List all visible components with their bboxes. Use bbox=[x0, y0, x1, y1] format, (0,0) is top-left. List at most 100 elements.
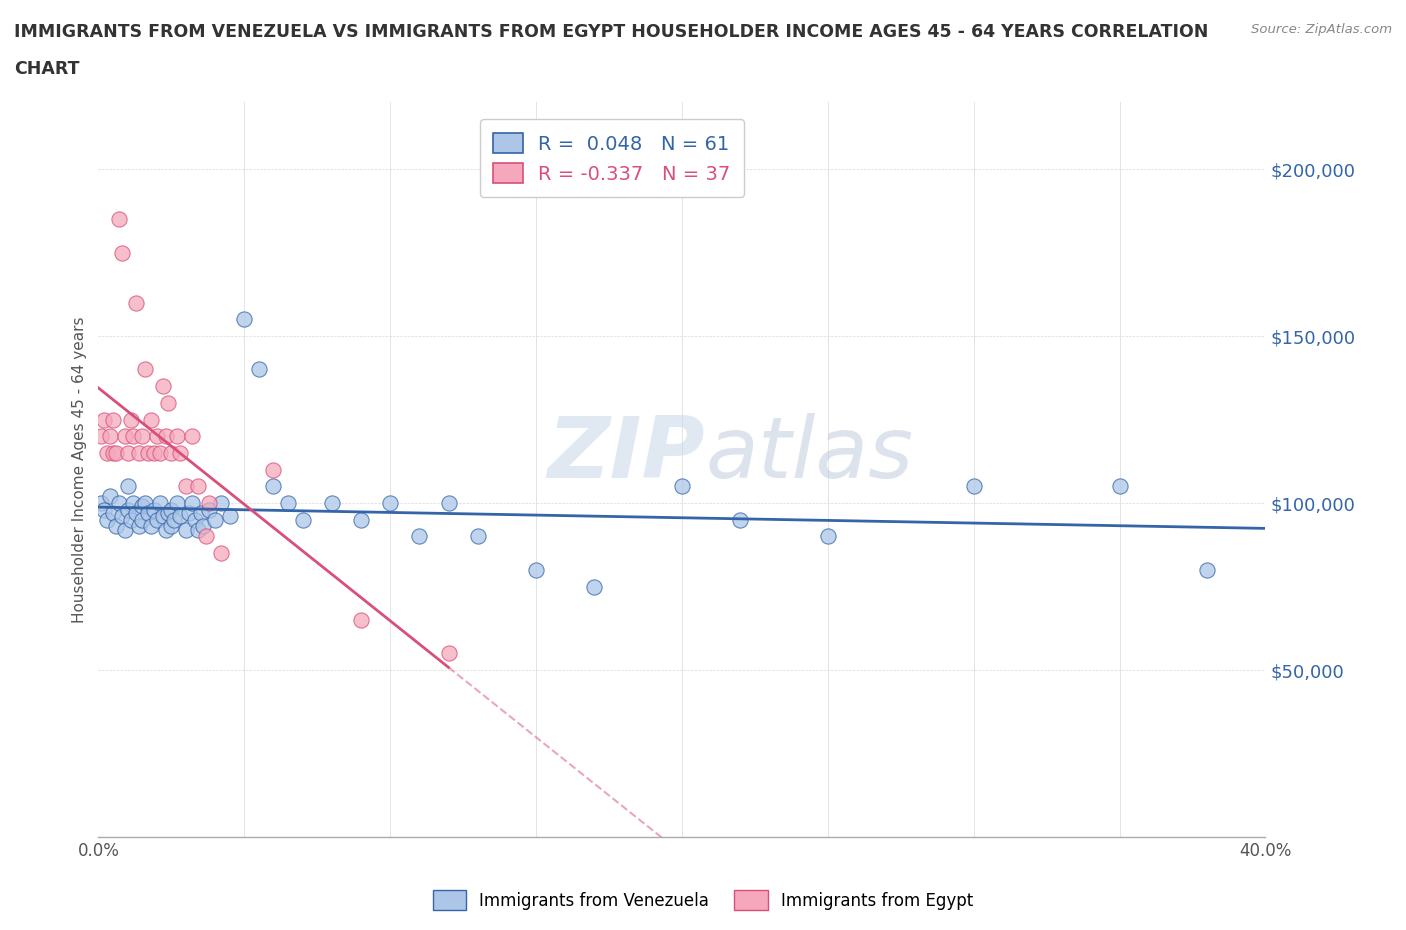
Point bbox=[160, 519, 183, 534]
Point bbox=[218, 509, 240, 524]
Point bbox=[117, 502, 139, 517]
Point bbox=[277, 496, 299, 511]
Point bbox=[180, 429, 202, 444]
Point bbox=[104, 445, 127, 460]
Point bbox=[193, 519, 215, 534]
Point bbox=[157, 506, 180, 521]
Point bbox=[408, 529, 430, 544]
Point bbox=[169, 445, 191, 460]
Point bbox=[730, 512, 752, 527]
Point bbox=[1108, 479, 1130, 494]
Point bbox=[101, 445, 124, 460]
Point bbox=[291, 512, 314, 527]
Point bbox=[155, 523, 177, 538]
Point bbox=[262, 479, 284, 494]
Point bbox=[90, 429, 112, 444]
Point bbox=[160, 502, 183, 517]
Text: Source: ZipAtlas.com: Source: ZipAtlas.com bbox=[1251, 23, 1392, 36]
Point bbox=[149, 445, 172, 460]
Point bbox=[437, 496, 460, 511]
Point bbox=[117, 479, 139, 494]
Point bbox=[134, 496, 156, 511]
Point bbox=[122, 429, 145, 444]
Text: atlas: atlas bbox=[706, 414, 914, 497]
Point bbox=[321, 496, 343, 511]
Point bbox=[166, 496, 188, 511]
Point bbox=[180, 496, 202, 511]
Point bbox=[98, 429, 121, 444]
Legend: R =  0.048   N = 61, R = -0.337   N = 37: R = 0.048 N = 61, R = -0.337 N = 37 bbox=[479, 119, 744, 197]
Point bbox=[139, 519, 162, 534]
Legend: Immigrants from Venezuela, Immigrants from Egypt: Immigrants from Venezuela, Immigrants fr… bbox=[426, 884, 980, 917]
Point bbox=[1195, 563, 1218, 578]
Point bbox=[96, 445, 118, 460]
Point bbox=[93, 412, 115, 427]
Point bbox=[209, 496, 232, 511]
Point bbox=[962, 479, 984, 494]
Point bbox=[169, 509, 191, 524]
Point bbox=[114, 429, 136, 444]
Point bbox=[101, 412, 124, 427]
Point bbox=[111, 509, 134, 524]
Point bbox=[183, 512, 205, 527]
Point bbox=[142, 445, 165, 460]
Point bbox=[380, 496, 402, 511]
Text: IMMIGRANTS FROM VENEZUELA VS IMMIGRANTS FROM EGYPT HOUSEHOLDER INCOME AGES 45 - : IMMIGRANTS FROM VENEZUELA VS IMMIGRANTS … bbox=[14, 23, 1208, 41]
Text: CHART: CHART bbox=[14, 60, 80, 78]
Point bbox=[174, 523, 197, 538]
Point bbox=[120, 512, 142, 527]
Point bbox=[177, 506, 200, 521]
Point bbox=[195, 529, 218, 544]
Point bbox=[350, 512, 373, 527]
Point bbox=[163, 512, 186, 527]
Point bbox=[817, 529, 839, 544]
Point bbox=[157, 395, 180, 410]
Text: ZIP: ZIP bbox=[547, 414, 706, 497]
Point bbox=[524, 563, 547, 578]
Point bbox=[198, 502, 221, 517]
Point bbox=[142, 502, 165, 517]
Point bbox=[131, 429, 153, 444]
Point bbox=[583, 579, 606, 594]
Point bbox=[134, 362, 156, 377]
Y-axis label: Householder Income Ages 45 - 64 years: Householder Income Ages 45 - 64 years bbox=[72, 316, 87, 623]
Point bbox=[128, 519, 150, 534]
Point bbox=[111, 246, 134, 260]
Point bbox=[190, 506, 212, 521]
Point bbox=[146, 429, 169, 444]
Point bbox=[128, 445, 150, 460]
Point bbox=[136, 445, 159, 460]
Point bbox=[139, 412, 162, 427]
Point bbox=[437, 646, 460, 661]
Point bbox=[101, 506, 124, 521]
Point bbox=[198, 496, 221, 511]
Point bbox=[96, 512, 118, 527]
Point bbox=[149, 496, 172, 511]
Point bbox=[350, 613, 373, 628]
Point bbox=[136, 506, 159, 521]
Point bbox=[187, 479, 209, 494]
Point bbox=[467, 529, 489, 544]
Point bbox=[108, 212, 131, 227]
Point bbox=[120, 412, 142, 427]
Point bbox=[90, 496, 112, 511]
Point bbox=[93, 502, 115, 517]
Point bbox=[114, 523, 136, 538]
Point bbox=[131, 512, 153, 527]
Point bbox=[125, 506, 148, 521]
Point bbox=[262, 462, 284, 477]
Point bbox=[166, 429, 188, 444]
Point bbox=[247, 362, 270, 377]
Point bbox=[117, 445, 139, 460]
Point bbox=[98, 489, 121, 504]
Point bbox=[146, 512, 169, 527]
Point bbox=[125, 295, 148, 310]
Point bbox=[155, 429, 177, 444]
Point bbox=[233, 312, 256, 326]
Point bbox=[209, 546, 232, 561]
Point bbox=[160, 445, 183, 460]
Point bbox=[174, 479, 197, 494]
Point bbox=[187, 523, 209, 538]
Point bbox=[671, 479, 693, 494]
Point bbox=[204, 512, 226, 527]
